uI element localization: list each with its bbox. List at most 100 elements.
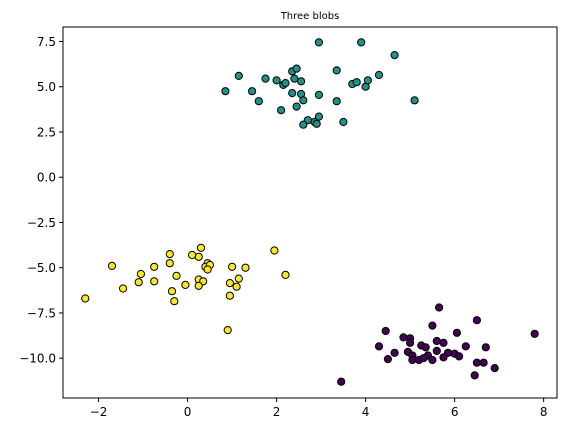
data-point — [432, 336, 441, 346]
data-point — [439, 338, 448, 347]
data-point — [150, 277, 159, 286]
data-point — [363, 76, 372, 85]
data-point — [479, 358, 488, 367]
data-point — [119, 284, 128, 293]
data-point — [461, 342, 470, 351]
data-point — [381, 326, 390, 336]
data-point — [165, 250, 174, 259]
data-point — [194, 252, 203, 261]
data-point — [390, 51, 399, 60]
data-point — [399, 333, 408, 342]
data-point — [428, 355, 437, 365]
data-point — [428, 321, 437, 330]
data-point — [196, 243, 206, 252]
data-point — [299, 96, 308, 105]
data-point — [225, 279, 234, 288]
y-tick-label: 0.0 — [37, 171, 56, 185]
data-point — [167, 287, 177, 296]
data-point — [292, 64, 301, 73]
y-axis: −10.0 −7.5 −5.0 −2.5 0.0 2.5 5.0 7.5 — [19, 35, 63, 366]
data-point — [419, 354, 428, 363]
x-tick-label: 4 — [362, 405, 370, 419]
data-point — [374, 70, 384, 80]
data-point — [314, 90, 323, 100]
data-points — [81, 38, 539, 386]
data-point — [281, 270, 290, 279]
data-point — [339, 117, 348, 127]
y-tick-label: 2.5 — [37, 125, 56, 139]
data-point — [472, 358, 481, 367]
data-point — [470, 371, 479, 380]
data-point — [439, 353, 448, 362]
data-point — [203, 265, 212, 274]
data-point — [223, 326, 232, 335]
data-point — [225, 291, 234, 300]
y-tick-label: −2.5 — [27, 216, 56, 230]
data-point — [228, 262, 237, 271]
data-point — [288, 89, 297, 98]
data-point — [272, 76, 281, 85]
data-point — [352, 78, 361, 87]
data-point — [254, 97, 263, 106]
data-point — [221, 87, 230, 96]
x-tick-label: 2 — [273, 405, 281, 419]
data-point — [406, 338, 415, 347]
y-tick-label: −5.0 — [27, 261, 56, 275]
data-point — [314, 38, 323, 47]
data-point — [332, 97, 341, 106]
data-point — [281, 79, 290, 88]
data-point — [472, 316, 481, 325]
x-tick-label: 8 — [540, 405, 548, 419]
data-point — [490, 364, 499, 373]
data-point — [261, 74, 270, 83]
data-point — [234, 71, 243, 81]
data-point — [81, 294, 90, 303]
data-point — [432, 346, 441, 355]
data-point — [232, 282, 241, 291]
y-tick-label: −7.5 — [27, 306, 56, 320]
data-point — [290, 74, 299, 83]
x-tick-label: 6 — [451, 405, 459, 419]
data-point — [421, 343, 430, 352]
data-point — [170, 297, 179, 306]
data-point — [165, 259, 174, 268]
y-tick-label: 5.0 — [37, 80, 56, 94]
data-point — [194, 281, 203, 290]
data-point — [312, 119, 321, 128]
data-point — [337, 377, 346, 386]
data-point — [481, 343, 490, 352]
data-point — [314, 112, 323, 121]
x-axis: −2 0 2 4 6 8 — [90, 398, 548, 419]
data-point — [297, 77, 306, 86]
data-point — [150, 262, 159, 271]
chart-title: Three blobs — [280, 11, 340, 22]
data-point — [172, 271, 181, 280]
data-point — [410, 96, 419, 105]
data-point — [357, 38, 366, 47]
data-point — [435, 303, 444, 312]
data-point — [136, 269, 145, 279]
data-point — [332, 66, 341, 75]
data-point — [134, 278, 143, 287]
data-point — [277, 106, 286, 115]
data-point — [455, 352, 464, 361]
data-point — [374, 342, 384, 351]
data-point — [299, 120, 308, 129]
x-tick-label: 0 — [184, 405, 192, 419]
data-point — [248, 87, 257, 96]
data-point — [383, 355, 392, 364]
plot-frame — [62, 26, 558, 399]
data-point — [452, 328, 461, 337]
x-tick-label: −2 — [90, 405, 108, 419]
data-point — [270, 246, 279, 255]
data-point — [390, 348, 399, 357]
data-point — [241, 263, 250, 272]
data-point — [234, 274, 243, 283]
data-point — [292, 102, 301, 111]
data-point — [181, 280, 190, 289]
data-point — [107, 261, 117, 270]
data-point — [188, 250, 197, 260]
y-tick-label: −10.0 — [19, 352, 56, 366]
y-tick-label: 7.5 — [37, 35, 56, 49]
